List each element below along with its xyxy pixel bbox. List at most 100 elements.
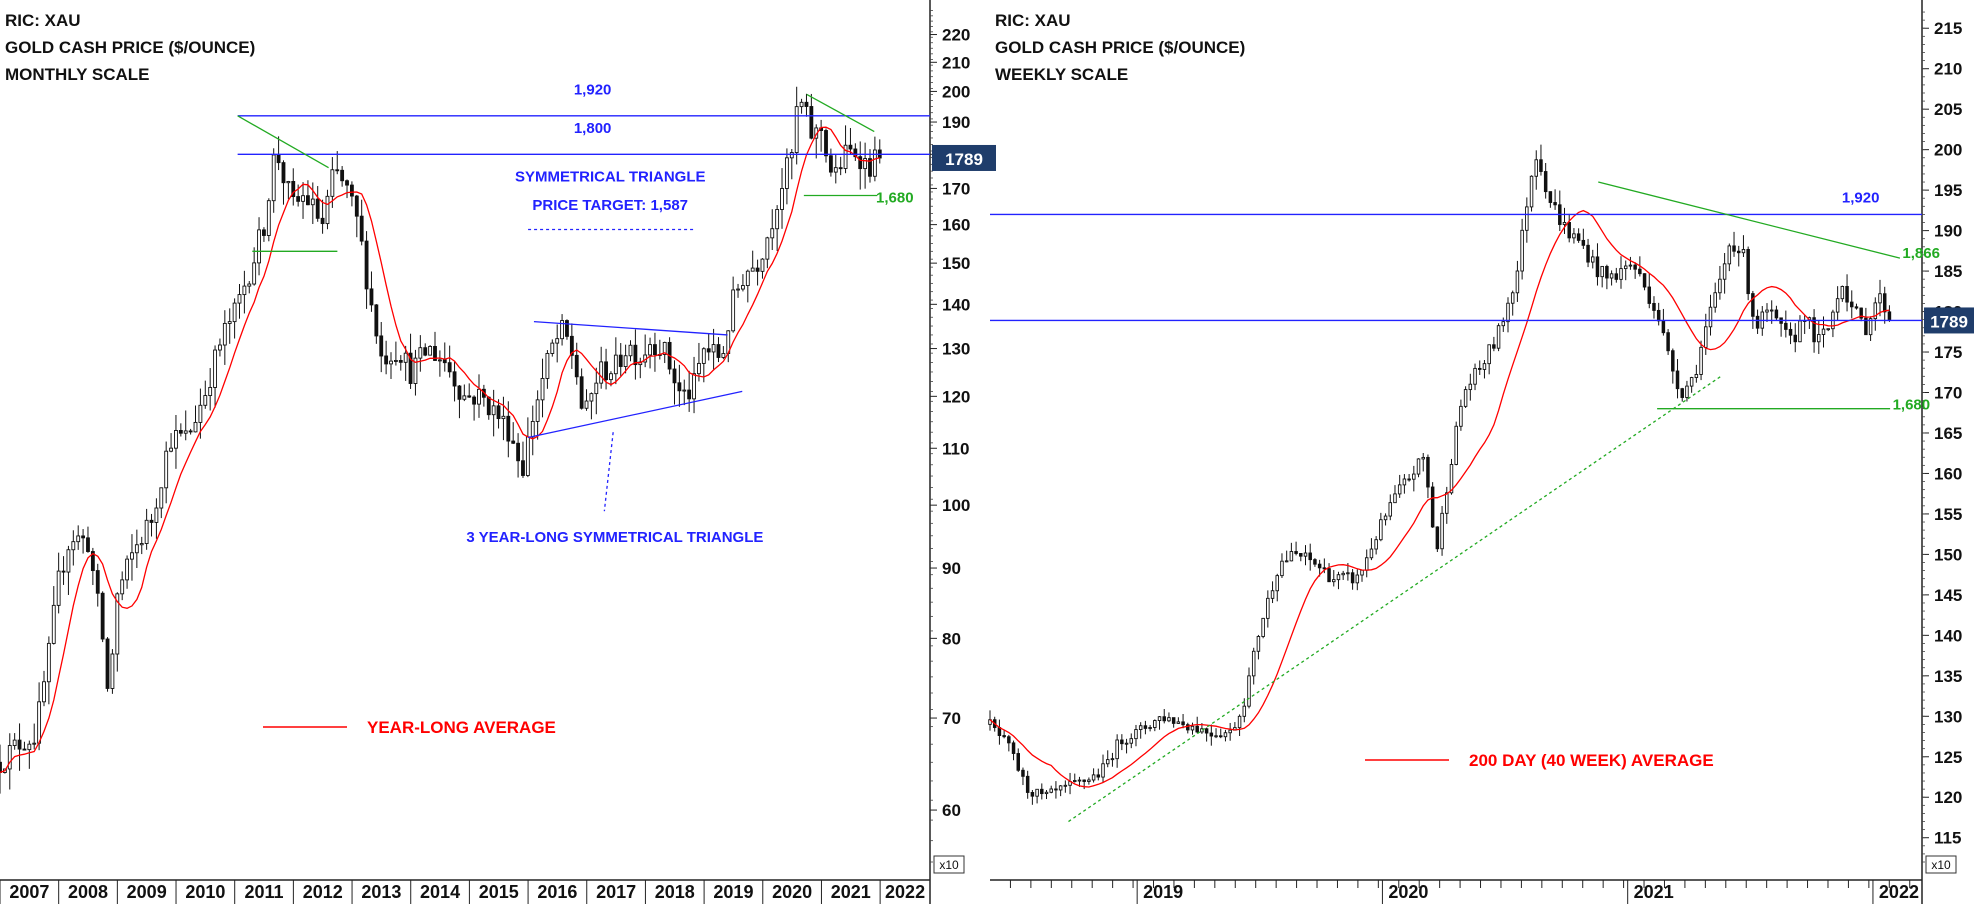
candle-body-down [1096, 774, 1101, 778]
candle [1388, 494, 1393, 521]
candle [1379, 512, 1383, 542]
candle [1369, 538, 1374, 561]
candle-body-down [315, 198, 320, 219]
candle-body-up [1275, 575, 1279, 592]
candle-body-down [1605, 265, 1609, 279]
candle-body-up [1412, 473, 1416, 480]
y-tick-label: 170 [942, 179, 970, 198]
candle-body-down [379, 335, 384, 357]
candle-body-up [1835, 298, 1840, 313]
candle-body-down [291, 181, 296, 198]
candle [1736, 245, 1741, 267]
y-tick-label: 210 [942, 53, 970, 72]
candle [433, 331, 437, 361]
candle [1732, 231, 1736, 257]
candle [222, 310, 227, 365]
y-tick-label: 100 [942, 496, 970, 515]
candle [1317, 559, 1322, 577]
candle [315, 186, 320, 222]
candle-body-down [1854, 306, 1859, 309]
candle [819, 119, 824, 152]
candle-body-up [623, 355, 628, 367]
x-tick-label: 2021 [1634, 882, 1674, 902]
candle [623, 344, 628, 374]
candle [281, 160, 286, 205]
candle [1105, 750, 1110, 768]
y-tick-label: 160 [1934, 464, 1962, 483]
candle [61, 556, 66, 585]
trend-line [1598, 181, 1901, 259]
candle [86, 526, 90, 553]
y-tick-label: 190 [1934, 222, 1962, 241]
candle-body-up [42, 681, 46, 703]
candle-body-up [1713, 292, 1717, 308]
candle [594, 367, 599, 415]
candle-body-up [1821, 328, 1826, 335]
candle-body-up [1619, 268, 1623, 280]
chart-title-line: GOLD CASH PRICE ($/OUNCE) [995, 38, 1245, 57]
x-tick-label: 2011 [245, 882, 284, 902]
candle [1506, 297, 1510, 333]
candle [1718, 265, 1722, 300]
y-tick-label: 115 [1934, 829, 1961, 848]
candle-body-up [530, 420, 535, 438]
candle [452, 360, 457, 402]
candle-body-down [472, 396, 477, 405]
candle-body-up [66, 549, 71, 573]
candle-body-up [1270, 590, 1275, 599]
candle [736, 283, 740, 298]
candle-body-up [1520, 229, 1524, 272]
y-tick-label: 150 [1934, 545, 1962, 564]
candle [1181, 713, 1185, 729]
candle [1878, 279, 1882, 317]
candle-body-up [1360, 569, 1364, 576]
chart-annotation: PRICE TARGET: 1,587 [532, 197, 688, 214]
candle-body-up [863, 158, 868, 170]
candle-body-up [1369, 548, 1374, 559]
dashed-trend-line [603, 432, 614, 512]
candle-body-up [555, 338, 560, 344]
candle-body-up [242, 285, 247, 296]
candle-body-up [1826, 328, 1830, 331]
candle-body-up [1044, 791, 1049, 795]
candle-body-up [1124, 742, 1129, 745]
candle-body-up [257, 229, 261, 264]
x-tick-label: 2017 [596, 882, 636, 902]
candle [1426, 454, 1430, 499]
x-tick-label: 2014 [420, 882, 460, 902]
candle-body-up [1445, 492, 1449, 514]
y-tick-label: 195 [1934, 181, 1962, 200]
candle [535, 390, 540, 440]
candle-body-down [565, 320, 569, 337]
candle [545, 350, 550, 389]
candle [1171, 717, 1176, 728]
candle-body-up [1247, 675, 1251, 707]
candle-body-up [1110, 758, 1115, 761]
candle [1124, 738, 1129, 754]
candle [1247, 667, 1251, 709]
candle [1299, 553, 1303, 562]
trend-line [806, 93, 875, 133]
candles [988, 144, 1892, 805]
candle [115, 592, 120, 672]
candle [843, 125, 848, 174]
candle [389, 352, 393, 379]
candle [1355, 569, 1360, 591]
candle [379, 321, 384, 373]
candle [1520, 218, 1524, 280]
candle-body-up [134, 544, 139, 554]
candle-body-up [745, 270, 750, 287]
candle [1284, 550, 1289, 563]
last-price-badge [932, 144, 996, 171]
candle [1143, 720, 1148, 735]
candle-body-down [0, 761, 2, 773]
candle [799, 98, 804, 114]
candle [1374, 536, 1378, 555]
candle [711, 328, 716, 371]
candle-body-up [1346, 572, 1350, 575]
candle [1463, 386, 1468, 409]
candle-body-up [1562, 222, 1567, 225]
candle-body-up [183, 430, 188, 434]
candle [1270, 581, 1275, 604]
